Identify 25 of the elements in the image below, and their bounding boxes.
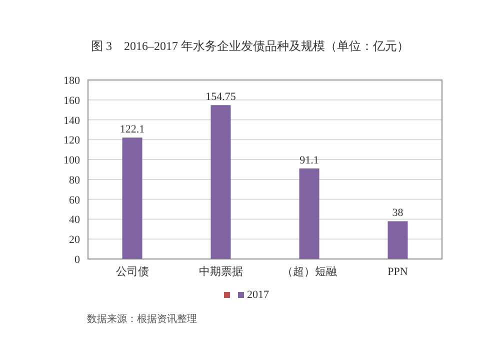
x-tick-label: 中期票据 [198,265,243,278]
y-tick-label: 140 [64,114,80,127]
data-label: 122.1 [120,124,145,136]
y-tick-label: 40 [69,214,80,226]
bar [122,138,142,259]
y-tick-label: 120 [64,134,80,147]
y-tick-label: 60 [69,194,80,206]
x-tick-label: PPN [388,266,408,278]
bar [388,221,408,259]
x-tick-label: 公司债 [116,266,149,278]
data-label: 91.1 [300,154,319,166]
y-tick-label: 80 [69,174,80,186]
data-label: 154.75 [206,91,236,104]
data-label: 38 [392,207,404,220]
chart-title: 图 3 2016–2017 年水务企业发债品种及规模（单位：亿元） [91,39,409,53]
bar [299,168,320,259]
legend-label: 2017 [247,289,270,301]
y-tick-label: 160 [64,94,80,107]
y-tick-label: 180 [64,75,80,87]
y-tick-label: 20 [69,234,80,246]
y-tick-label: 0 [74,254,80,266]
x-tick-label: （超）短融 [282,266,337,278]
y-tick-label: 100 [64,154,80,167]
bar [210,105,231,259]
source-note: 数据来源：根据资讯整理 [87,313,197,325]
